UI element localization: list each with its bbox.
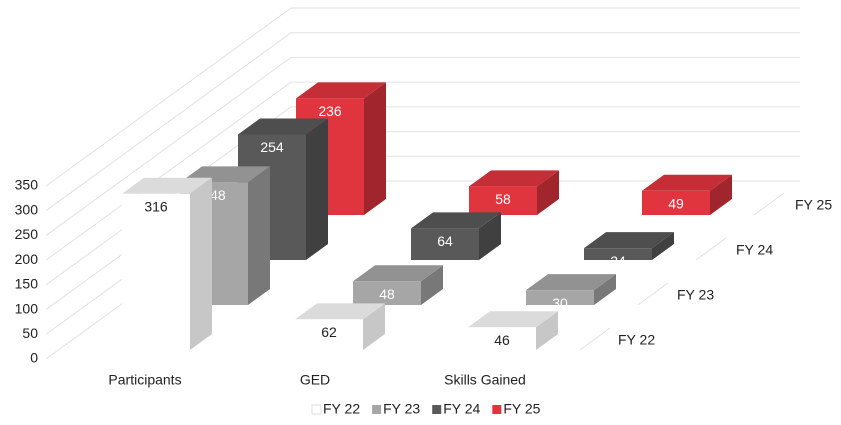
y-tick-label: 200 [15,251,39,267]
bar-front [122,193,190,350]
depth-axis [695,237,727,261]
bar-front [526,290,594,305]
depth-tick-label: FY 22 [618,332,655,348]
bar-top [122,177,212,194]
depth-axis [637,282,669,306]
depth-tick-label: FY 25 [795,197,832,213]
x-tick-label: Participants [108,372,181,388]
bar-top [296,82,386,99]
bar-side [421,265,443,305]
bar [122,177,212,350]
bar-front [469,186,537,215]
value-label: 316 [144,199,168,215]
value-label: 46 [494,332,510,348]
legend-swatch [432,405,442,414]
bar-top [584,232,674,249]
depth-tick-label: FY 23 [677,287,714,303]
bar [411,212,501,260]
y-tick-label: 100 [15,300,39,316]
value-label: 58 [495,191,511,207]
bar-side [652,232,674,260]
value-label: 30 [552,295,568,311]
x-tick-label: Skills Gained [444,372,526,388]
bar [469,170,559,215]
bar-side [479,212,501,260]
bar [642,174,732,215]
y-tick-label: 350 [15,177,39,193]
bar [296,82,386,215]
value-label: 64 [437,233,453,249]
value-label: 48 [379,286,395,302]
legend-swatch [311,404,322,415]
legend-label: FY 23 [383,401,420,417]
bar-front [468,327,536,350]
bar-side [248,166,270,305]
bar-side [364,82,386,215]
depth-axis [753,192,785,216]
bar [353,265,443,305]
bar-side [594,274,616,305]
value-label: 49 [668,195,684,211]
bar-top [642,174,732,191]
bar-side [190,177,212,350]
depth-axis [579,327,611,351]
bar-front [295,319,363,350]
bar-side [536,311,558,350]
bar-top [353,265,443,282]
grid-line [45,7,292,187]
bar-top [469,170,559,187]
y-tick-label: 300 [15,201,39,217]
legend-swatch [492,405,502,414]
bar-side [363,303,385,350]
y-tick-label: 0 [30,350,38,366]
bar-side [537,170,559,215]
y-tick-label: 150 [15,276,39,292]
legend-label: FY 25 [503,401,540,417]
y-tick-label: 250 [15,226,39,242]
bar-top [411,212,501,229]
legend-label: FY 24 [443,401,480,417]
value-label: 24 [610,253,626,269]
bar-front [642,190,710,215]
bar-top [295,303,385,320]
bar-front [353,281,421,305]
bar [295,303,385,350]
bar-side [306,118,328,260]
grid-line [45,32,292,212]
bar-top [468,311,558,328]
bar [468,311,558,350]
bar-top [526,274,616,291]
legend-label: FY 22 [323,401,360,417]
x-tick-label: GED [300,372,330,388]
value-label: 254 [260,139,284,155]
grid-line [45,81,292,261]
bar-top [238,118,328,135]
bar-front [584,248,652,260]
grid-line [45,57,292,236]
legend-swatch [372,405,382,414]
bar-side [710,174,732,215]
value-label: 62 [321,324,337,340]
bar [526,274,616,305]
bar [584,232,674,260]
y-tick-label: 50 [22,325,38,341]
bar-front [411,228,479,260]
depth-tick-label: FY 24 [736,242,773,258]
value-label: 236 [318,103,342,119]
